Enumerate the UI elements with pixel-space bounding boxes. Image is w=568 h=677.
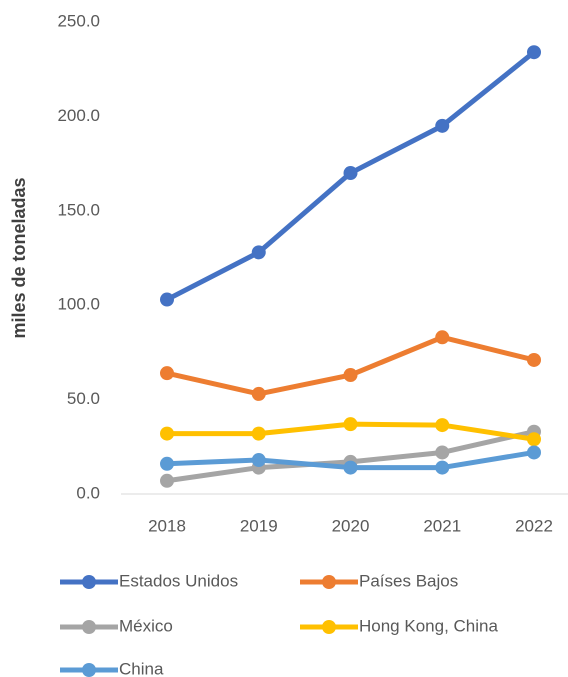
point <box>343 417 358 432</box>
x-tick-label: 2021 <box>423 516 461 535</box>
point <box>527 45 541 60</box>
point <box>160 473 174 488</box>
x-tick-label: 2020 <box>332 516 370 535</box>
point <box>251 453 266 468</box>
y-tick-label: 100.0 <box>57 295 100 314</box>
point <box>160 366 174 381</box>
legend-marker <box>322 575 336 589</box>
legend-label: China <box>119 659 164 677</box>
x-tick-label: 2019 <box>240 516 278 535</box>
legend-label: Países Bajos <box>359 571 458 590</box>
legend-marker <box>82 663 96 677</box>
point <box>160 456 174 471</box>
point <box>527 445 541 460</box>
legend-label: Hong Kong, China <box>359 616 498 635</box>
point <box>435 445 450 460</box>
point <box>343 460 358 475</box>
legend-marker <box>82 575 96 589</box>
point <box>251 386 266 401</box>
point <box>251 245 266 260</box>
x-tick-label: 2018 <box>148 516 186 535</box>
y-axis-label: miles de toneladas <box>9 177 29 338</box>
point <box>435 460 450 475</box>
legend-label: México <box>119 616 173 635</box>
legend-marker <box>322 620 336 634</box>
y-tick-label: 50.0 <box>67 389 100 408</box>
point <box>527 432 541 447</box>
point <box>343 368 358 383</box>
y-tick-label: 0.0 <box>76 483 100 502</box>
point <box>435 330 450 345</box>
series-line <box>166 334 535 397</box>
point <box>160 426 174 441</box>
y-tick-label: 250.0 <box>57 11 100 30</box>
point <box>251 426 266 441</box>
point <box>435 418 450 433</box>
y-tick-label: 150.0 <box>57 200 100 219</box>
legend-label: Estados Unidos <box>119 571 238 590</box>
y-tick-label: 200.0 <box>57 106 100 125</box>
legend-marker <box>82 620 96 634</box>
point <box>160 292 174 307</box>
point <box>435 118 450 133</box>
x-tick-label: 2022 <box>515 516 553 535</box>
point <box>343 166 358 181</box>
point <box>527 352 541 367</box>
